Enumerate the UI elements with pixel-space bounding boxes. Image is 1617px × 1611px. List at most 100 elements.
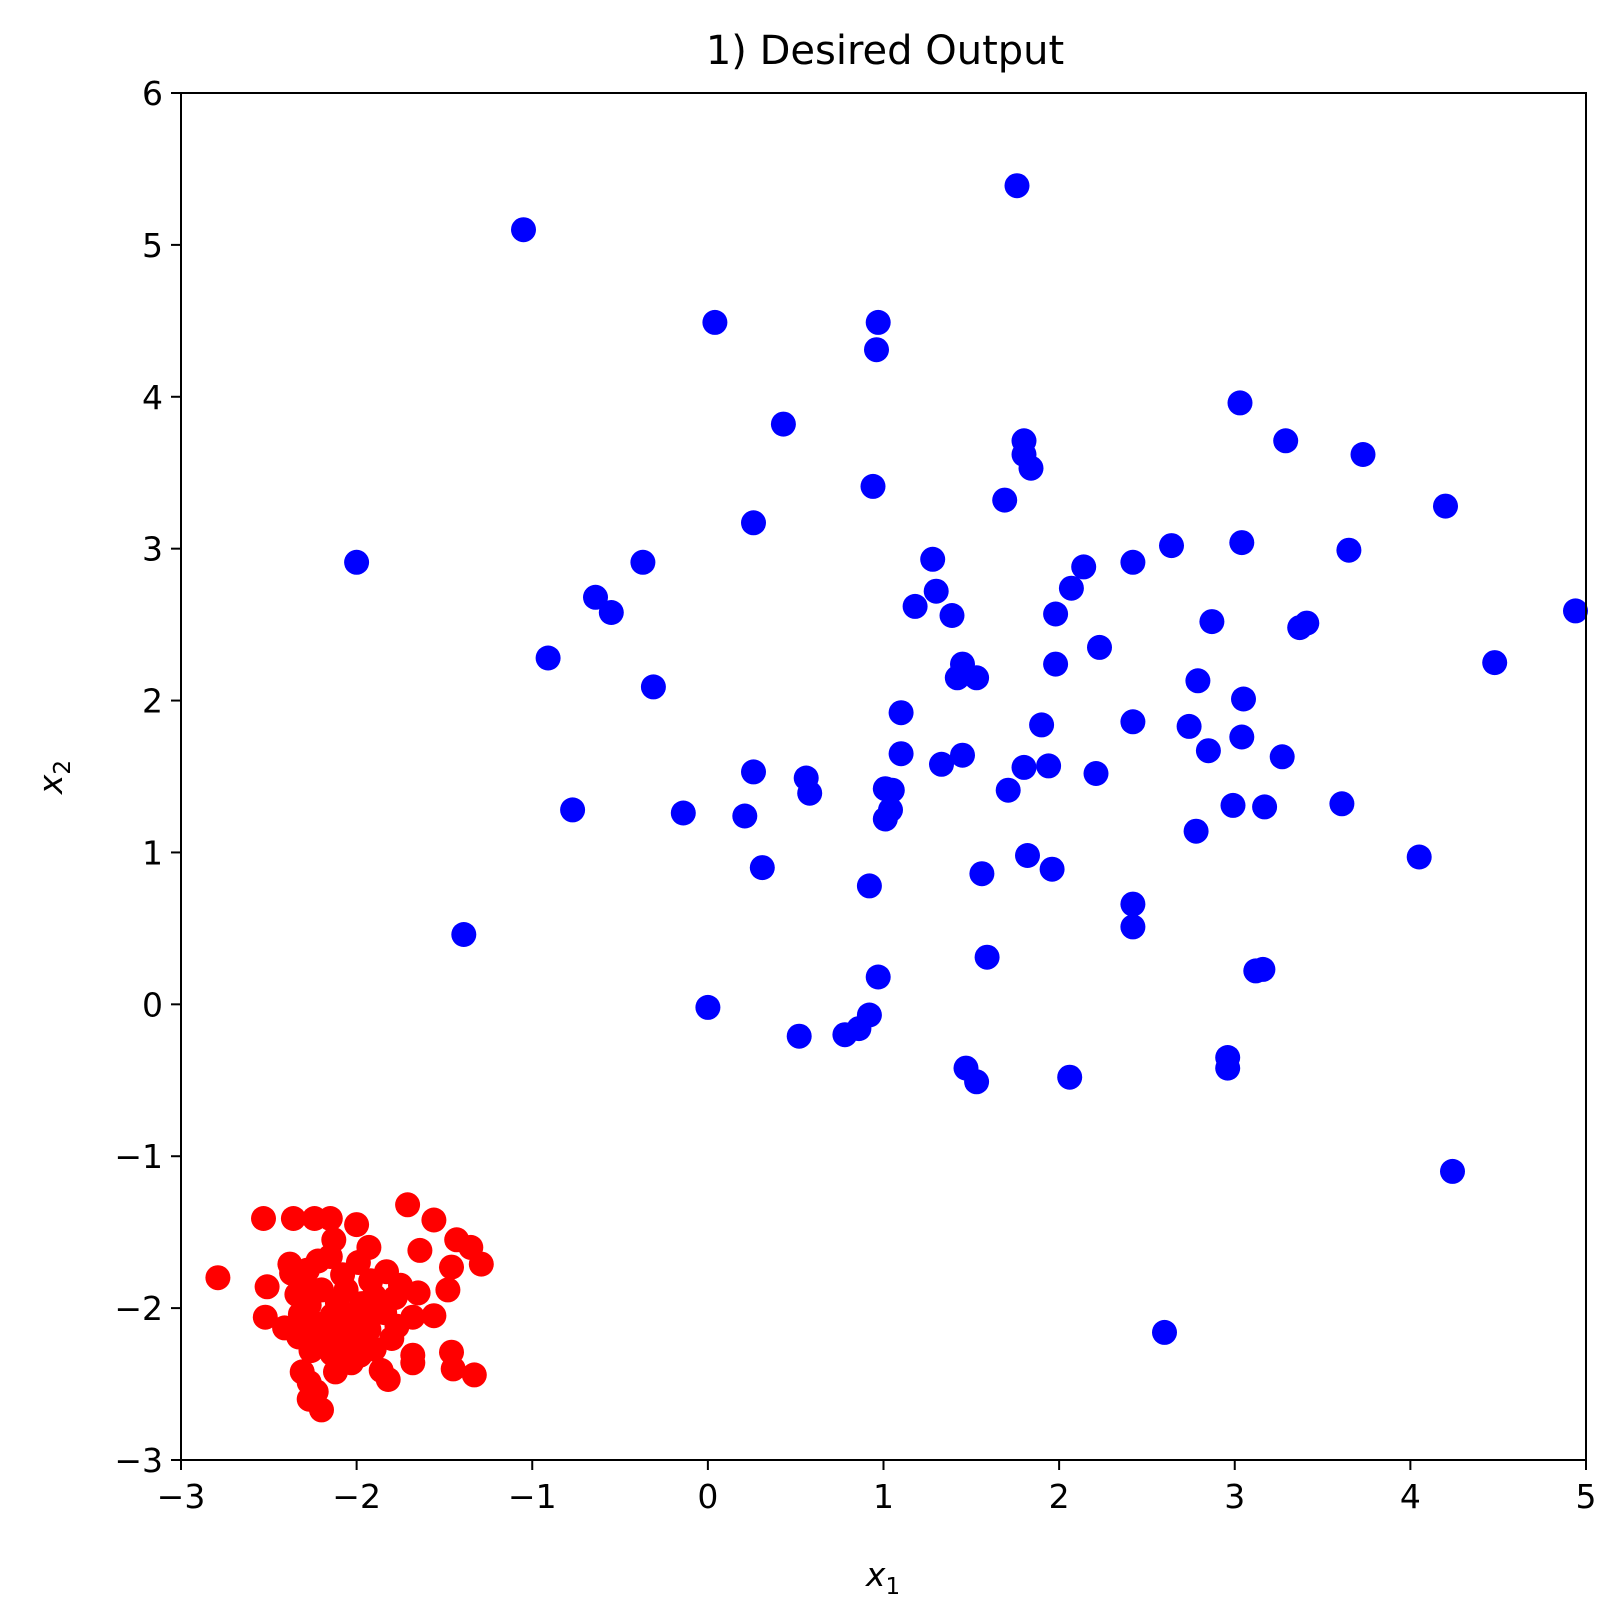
data-point-series-0-21 bbox=[920, 546, 946, 572]
data-point-series-0-47 bbox=[1120, 709, 1146, 735]
data-point-series-1-1 bbox=[251, 1206, 276, 1231]
data-point-series-0-81 bbox=[451, 922, 477, 947]
data-point-series-1-34 bbox=[284, 1281, 310, 1307]
data-point-series-0-19 bbox=[344, 549, 370, 575]
data-point-series-0-9 bbox=[1350, 442, 1376, 467]
data-point-series-0-53 bbox=[1269, 744, 1295, 770]
y-tick-label: 4 bbox=[142, 378, 163, 417]
y-tick-label: −2 bbox=[114, 1289, 163, 1328]
data-point-series-0-36 bbox=[1087, 634, 1112, 660]
data-point-series-0-69 bbox=[1220, 792, 1246, 818]
data-point-series-1-41 bbox=[375, 1367, 401, 1392]
data-point-series-0-45 bbox=[888, 700, 914, 726]
data-point-series-1-48 bbox=[435, 1277, 461, 1303]
data-point-series-0-35 bbox=[535, 645, 561, 671]
data-point-series-1-51 bbox=[461, 1362, 487, 1388]
chart-title: 1) Desired Output bbox=[706, 28, 1064, 74]
data-point-series-0-52 bbox=[1229, 724, 1255, 750]
data-point-series-1-22 bbox=[317, 1244, 343, 1269]
y-axis: −3 −2 −1 0 1 2 3 4 5 6 bbox=[114, 74, 181, 1480]
data-point-series-0-8 bbox=[1273, 428, 1299, 454]
data-point-series-1-70 bbox=[379, 1326, 405, 1351]
data-point-series-1-69 bbox=[356, 1316, 382, 1342]
data-point-series-0-49 bbox=[888, 741, 914, 767]
data-point-series-0-13 bbox=[992, 487, 1018, 513]
data-point-series-1-4 bbox=[317, 1206, 343, 1231]
y-tick-label: 1 bbox=[142, 833, 163, 872]
data-point-series-0-80 bbox=[1120, 914, 1146, 940]
data-point-series-0-18 bbox=[1336, 537, 1362, 563]
data-point-series-0-85 bbox=[865, 964, 891, 990]
data-point-series-1-24 bbox=[345, 1250, 371, 1275]
data-point-series-0-68 bbox=[872, 806, 898, 832]
data-point-series-0-75 bbox=[1015, 843, 1040, 868]
x-tick-label: 3 bbox=[1224, 1477, 1245, 1516]
data-point-series-1-16 bbox=[254, 1274, 280, 1300]
x-axis: −3 −2 −1 0 1 2 3 4 5 bbox=[157, 1460, 1597, 1516]
data-point-series-0-24 bbox=[923, 578, 949, 604]
data-point-series-0-23 bbox=[1120, 549, 1146, 575]
data-point-series-0-27 bbox=[598, 600, 624, 625]
data-point-series-0-65 bbox=[670, 800, 696, 826]
data-point-series-0-84 bbox=[1250, 956, 1276, 982]
data-point-series-0-46 bbox=[1029, 712, 1055, 738]
data-point-series-1-73 bbox=[388, 1272, 413, 1298]
x-tick-label: 0 bbox=[697, 1477, 718, 1516]
data-point-series-0-63 bbox=[995, 777, 1021, 803]
y-tick-label: 5 bbox=[142, 226, 163, 265]
data-point-series-1-17 bbox=[252, 1304, 278, 1330]
data-point-series-0-14 bbox=[1433, 493, 1458, 519]
data-point-series-0-41 bbox=[944, 665, 970, 691]
data-point-series-0-40 bbox=[640, 674, 666, 700]
data-point-series-0-51 bbox=[1195, 738, 1221, 764]
data-point-series-1-10 bbox=[468, 1251, 494, 1277]
data-point-series-0-22 bbox=[1071, 554, 1097, 580]
y-tick-label: 6 bbox=[142, 74, 163, 113]
data-point-series-0-64 bbox=[560, 797, 586, 823]
data-point-series-0-70 bbox=[1252, 794, 1278, 820]
data-point-series-0-59 bbox=[1083, 761, 1109, 786]
data-point-series-1-50 bbox=[440, 1356, 466, 1382]
data-point-series-0-11 bbox=[1018, 455, 1044, 481]
data-point-series-0-3 bbox=[865, 309, 891, 335]
data-point-series-0-34 bbox=[1563, 598, 1588, 624]
data-point-series-0-28 bbox=[902, 593, 928, 619]
data-point-series-1-7 bbox=[421, 1207, 447, 1233]
x-axis-label-base: x bbox=[865, 1555, 886, 1594]
data-point-series-0-29 bbox=[939, 603, 965, 628]
data-point-series-1-45 bbox=[400, 1304, 426, 1330]
data-point-series-0-78 bbox=[856, 873, 882, 899]
data-point-series-0-54 bbox=[929, 751, 954, 777]
data-point-series-1-0 bbox=[205, 1265, 231, 1291]
y-axis-label-subscript: 2 bbox=[50, 760, 76, 775]
data-point-series-0-77 bbox=[969, 861, 995, 887]
y-tick-label: 2 bbox=[142, 682, 163, 721]
data-point-series-0-76 bbox=[1039, 856, 1065, 882]
data-point-series-1-68 bbox=[302, 1326, 327, 1351]
data-point-series-0-55 bbox=[1011, 754, 1037, 780]
data-point-series-0-90 bbox=[786, 1023, 812, 1049]
data-point-series-0-6 bbox=[1227, 390, 1253, 416]
data-point-series-0-89 bbox=[832, 1022, 858, 1048]
y-tick-label: 3 bbox=[142, 530, 163, 569]
data-point-series-0-57 bbox=[741, 759, 766, 785]
data-point-series-0-5 bbox=[770, 411, 796, 437]
data-point-series-0-42 bbox=[964, 665, 990, 691]
data-point-series-1-58 bbox=[309, 1397, 334, 1423]
data-point-series-0-60 bbox=[797, 780, 823, 806]
y-axis-label: x2 bbox=[31, 760, 76, 795]
data-point-series-0-48 bbox=[1176, 713, 1202, 739]
data-point-series-0-50 bbox=[950, 742, 975, 768]
data-point-series-1-53 bbox=[338, 1350, 364, 1376]
data-point-series-0-12 bbox=[860, 473, 886, 499]
data-point-series-0-33 bbox=[1294, 610, 1320, 636]
data-point-series-1-67 bbox=[319, 1341, 345, 1367]
y-axis-label-base: x bbox=[31, 774, 70, 795]
data-point-series-0-4 bbox=[864, 337, 889, 363]
data-point-series-0-26 bbox=[583, 584, 608, 610]
data-point-series-0-43 bbox=[1185, 668, 1211, 694]
data-point-series-0-39 bbox=[1482, 650, 1508, 676]
data-point-series-0-30 bbox=[1043, 601, 1069, 627]
data-point-series-0-97 bbox=[1152, 1319, 1177, 1345]
